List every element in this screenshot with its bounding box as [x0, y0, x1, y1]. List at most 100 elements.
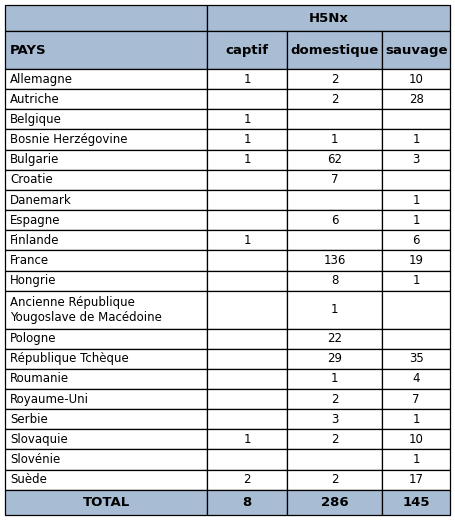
Text: Espagne: Espagne: [10, 214, 61, 227]
Bar: [207, 150, 287, 170]
Bar: [207, 490, 287, 515]
Bar: [382, 291, 450, 329]
Text: Roumanie: Roumanie: [10, 372, 69, 385]
Text: 10: 10: [409, 433, 424, 446]
Bar: [207, 170, 287, 190]
Bar: [5, 150, 207, 170]
Bar: [382, 449, 450, 470]
Text: Croatie: Croatie: [10, 173, 53, 186]
Text: 2: 2: [331, 393, 338, 406]
Text: 1: 1: [412, 193, 420, 206]
Bar: [287, 291, 382, 329]
Bar: [287, 31, 382, 69]
Bar: [287, 170, 382, 190]
Text: domestique: domestique: [290, 44, 379, 57]
Bar: [382, 389, 450, 409]
Bar: [5, 409, 207, 430]
Bar: [207, 409, 287, 430]
Text: 7: 7: [331, 173, 338, 186]
Bar: [382, 490, 450, 515]
Bar: [5, 369, 207, 389]
Bar: [382, 409, 450, 430]
Text: 17: 17: [409, 473, 424, 486]
Text: 2: 2: [331, 93, 338, 106]
Bar: [382, 109, 450, 129]
Text: 1: 1: [331, 303, 338, 316]
Text: Ancienne République: Ancienne République: [10, 296, 135, 309]
Text: Danemark: Danemark: [10, 193, 72, 206]
Text: 1: 1: [412, 214, 420, 227]
Bar: [382, 470, 450, 490]
Text: TOTAL: TOTAL: [83, 496, 130, 509]
Bar: [5, 470, 207, 490]
Text: République Tchèque: République Tchèque: [10, 352, 129, 365]
Bar: [5, 430, 207, 449]
Bar: [287, 369, 382, 389]
Bar: [287, 449, 382, 470]
Bar: [207, 69, 287, 89]
Text: Suède: Suède: [10, 473, 47, 486]
Text: 1: 1: [243, 153, 251, 166]
Bar: [382, 89, 450, 109]
Bar: [382, 129, 450, 150]
Bar: [5, 129, 207, 150]
Bar: [382, 190, 450, 210]
Text: 1: 1: [243, 133, 251, 146]
Bar: [5, 190, 207, 210]
Text: 22: 22: [327, 332, 342, 345]
Text: 1: 1: [412, 413, 420, 426]
Bar: [287, 251, 382, 270]
Bar: [5, 5, 207, 31]
Bar: [5, 69, 207, 89]
Bar: [287, 349, 382, 369]
Bar: [382, 69, 450, 89]
Text: 1: 1: [243, 73, 251, 86]
Bar: [382, 270, 450, 291]
Text: 1: 1: [243, 234, 251, 247]
Bar: [382, 230, 450, 251]
Text: 2: 2: [331, 73, 338, 86]
Bar: [287, 230, 382, 251]
Bar: [207, 31, 287, 69]
Text: 136: 136: [324, 254, 346, 267]
Bar: [382, 329, 450, 349]
Bar: [5, 170, 207, 190]
Text: 35: 35: [409, 352, 424, 365]
Bar: [382, 31, 450, 69]
Text: PAYS: PAYS: [10, 44, 46, 57]
Bar: [5, 349, 207, 369]
Bar: [207, 251, 287, 270]
Bar: [382, 210, 450, 230]
Bar: [287, 409, 382, 430]
Bar: [287, 129, 382, 150]
Text: 2: 2: [331, 473, 338, 486]
Bar: [207, 129, 287, 150]
Text: Allemagne: Allemagne: [10, 73, 73, 86]
Bar: [5, 89, 207, 109]
Text: Yougoslave de Macédoine: Yougoslave de Macédoine: [10, 311, 162, 324]
Bar: [207, 291, 287, 329]
Text: 1: 1: [412, 133, 420, 146]
Bar: [5, 251, 207, 270]
Text: Autriche: Autriche: [10, 93, 60, 106]
Bar: [5, 291, 207, 329]
Bar: [207, 430, 287, 449]
Bar: [287, 150, 382, 170]
Text: Belgique: Belgique: [10, 113, 62, 126]
Bar: [207, 109, 287, 129]
Bar: [207, 470, 287, 490]
Text: Royaume-Uni: Royaume-Uni: [10, 393, 89, 406]
Bar: [287, 490, 382, 515]
Bar: [207, 389, 287, 409]
Bar: [287, 69, 382, 89]
Text: Finlande: Finlande: [10, 234, 60, 247]
Bar: [287, 190, 382, 210]
Bar: [207, 369, 287, 389]
Bar: [287, 430, 382, 449]
Text: 1: 1: [243, 433, 251, 446]
Text: 2: 2: [331, 433, 338, 446]
Text: 10: 10: [409, 73, 424, 86]
Text: Pologne: Pologne: [10, 332, 56, 345]
Bar: [382, 349, 450, 369]
Text: H5Nx: H5Nx: [309, 11, 349, 24]
